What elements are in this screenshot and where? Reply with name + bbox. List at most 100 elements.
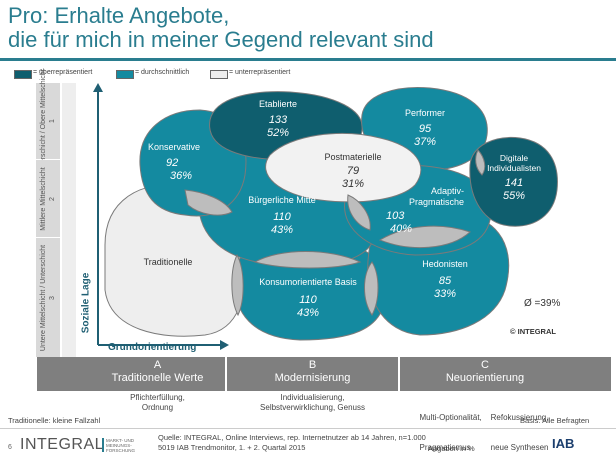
milieu-performer-name: Performer [404,108,445,118]
milieu-traditionelle: Traditionelle [128,257,208,268]
milieu-buergerliche-value: 110 [273,211,291,223]
title-rule [0,58,616,61]
overlap-mitte-konsum [253,251,362,269]
legend-swatch-over [14,70,32,79]
milieu-digitale-name: Digitale Individualisten [487,153,541,173]
column-a-name: Traditionelle Werte [111,372,204,384]
row-label-1: Oberschicht / Obere Mittelschicht 1 [36,69,60,173]
milieu-digitale-pct: 55% [502,190,526,202]
milieu-performer-value: 95 [418,123,432,135]
x-axis-label: Grundorientierung [108,342,197,353]
milieu-konsum-pct: 43% [296,307,320,319]
milieu-konsum-value: 110 [299,294,317,306]
milieu-konsum-name: Konsumorientierte Basis [259,277,357,287]
column-b-header: B Modernisierung [227,359,398,389]
y-axis-arrow [93,83,103,92]
milieu-postmaterielle: Postmaterielle 79 31% [305,152,401,191]
overlap-mitte-adaptiv [347,194,371,231]
row-label-3: Untere Mittelschicht / Unterschicht 3 [36,238,60,358]
band-divider-1 [225,357,227,391]
source-line-2: 5019 IAB Trendmonitor, 1. + 2. Quartal 2… [158,443,306,452]
milieu-hedonisten-pct: 33% [433,288,457,300]
column-a-letter: A [153,359,162,371]
overlap-traditionelle-konsum [231,253,244,317]
orientation-band [37,357,611,391]
column-c-subtext: Multi-Optionalität, Refokussierung, Prag… [396,393,572,463]
column-a-subtext: Pflichterfüllung, Ordnung [90,393,225,413]
milieu-buergerliche-name: Bürgerliche Mitte [248,195,316,205]
overlap-performer-digitale [475,149,486,176]
integral-logo-sub: MARKT- UND MEINUNGS- FORSCHUNG [106,438,135,453]
y-axis-label-text: Soziale Lage [80,272,92,334]
column-a-sub1: Pflichterfüllung, [130,393,185,402]
milieu-postmaterielle-pct: 31% [341,178,365,190]
milieu-adaptiv-name: Adaptiv-Pragmatische [408,186,464,207]
column-b-letter: B [308,359,317,371]
legend-label-under: = unterrepräsentiert [229,69,291,76]
milieu-adaptiv-pragmatische: Adaptiv-Pragmatische 103 40% [380,186,484,236]
milieu-etablierte-value: 133 [268,114,288,126]
column-b-subtext: Individualisierung, Selbstverwirklichung… [227,393,398,413]
milieu-buergerliche-mitte: Bürgerliche Mitte 110 43% [232,195,332,237]
band-divider-2 [398,357,400,391]
overlap-adaptiv-hedonisten [378,225,471,249]
legend-swatch-avg [116,70,134,79]
iab-logo: IAB [552,436,575,451]
unit-note: Angaben in % [428,444,475,453]
milieu-etablierte-pct: 52% [266,127,290,139]
milieu-performer: Performer 95 37% [385,108,465,149]
milieu-digitale-individualisten: Digitale Individualisten 141 55% [477,153,551,203]
column-a-sub2: Ordnung [141,403,174,412]
title-line-1: Pro: Erhalte Angebote, [8,3,230,28]
average-value: Ø =39% [524,298,561,309]
milieu-adaptiv-pct: 40% [390,223,413,235]
column-c-sub2: Pragmatismus neue Synthesen [419,443,549,452]
integral-logo: INTEGRAL [20,436,105,453]
title-line-2: die für mich in meiner Gegend relevant s… [8,27,434,52]
milieu-hedonisten-name: Hedonisten [422,259,468,269]
milieu-digitale-value: 141 [504,177,524,189]
milieu-konservative: Konservative 92 36% [148,142,218,183]
milieu-konservative-name: Konservative [148,142,201,152]
milieu-performer-pct: 37% [413,136,437,148]
milieu-etablierte: Etablierte 133 52% [238,99,318,140]
page-number: 6 [8,444,12,451]
page-title: Pro: Erhalte Angebote, die für mich in m… [8,4,608,52]
overlap-konservative-traditionelle [184,189,233,216]
logo-bar [102,438,104,452]
milieu-postmaterielle-name: Postmaterielle [324,152,382,162]
row-label-2: Mittlere Mittelschicht 2 [36,160,60,238]
column-b-sub1: Individualisierung, [280,393,345,402]
column-a-header: A Traditionelle Werte [90,359,225,389]
column-c-name: Neuorientierung [445,372,525,384]
footer-divider [0,428,616,429]
source-line-1: Quelle: INTEGRAL, Online Interviews, rep… [158,433,426,442]
note-right: Basis: Alle Befragten [520,416,590,425]
legend-label-over: = überrepräsentiert [33,69,93,76]
legend-label-avg: = durchschnittlich [135,69,190,76]
column-b-sub2: Selbstverwirklichung, Genuss [260,403,365,412]
milieu-traditionelle-name: Traditionelle [143,257,193,267]
overlap-konsum-hedonisten [364,261,379,316]
milieu-hedonisten: Hedonisten 85 33% [400,259,490,301]
x-axis-arrow [220,340,229,350]
milieu-hedonisten-value: 85 [438,275,452,287]
legend-swatch-under [210,70,228,79]
column-c-letter: C [481,359,489,371]
column-c-sub1: Multi-Optionalität, Refokussierung, [419,413,549,422]
milieu-etablierte-name: Etablierte [258,99,298,109]
milieu-buergerliche-pct: 43% [270,224,294,236]
column-b-name: Modernisierung [274,372,351,384]
milieu-shape-postmaterielle [265,133,422,203]
y-axis-label: Soziale Lage [76,268,96,338]
note-left: Traditionelle: kleine Fallzahl [8,416,101,425]
integral-copyright: © INTEGRAL [510,327,556,336]
milieu-konservative-value: 92 [166,157,179,169]
column-c-header: C Neuorientierung [400,359,570,389]
milieu-konservative-pct: 36% [170,170,193,182]
y-axis-strip [62,83,76,358]
milieu-postmaterielle-value: 79 [346,165,360,177]
milieu-shape-digitale-individualisten [469,136,558,227]
milieu-adaptiv-value: 103 [386,210,405,222]
